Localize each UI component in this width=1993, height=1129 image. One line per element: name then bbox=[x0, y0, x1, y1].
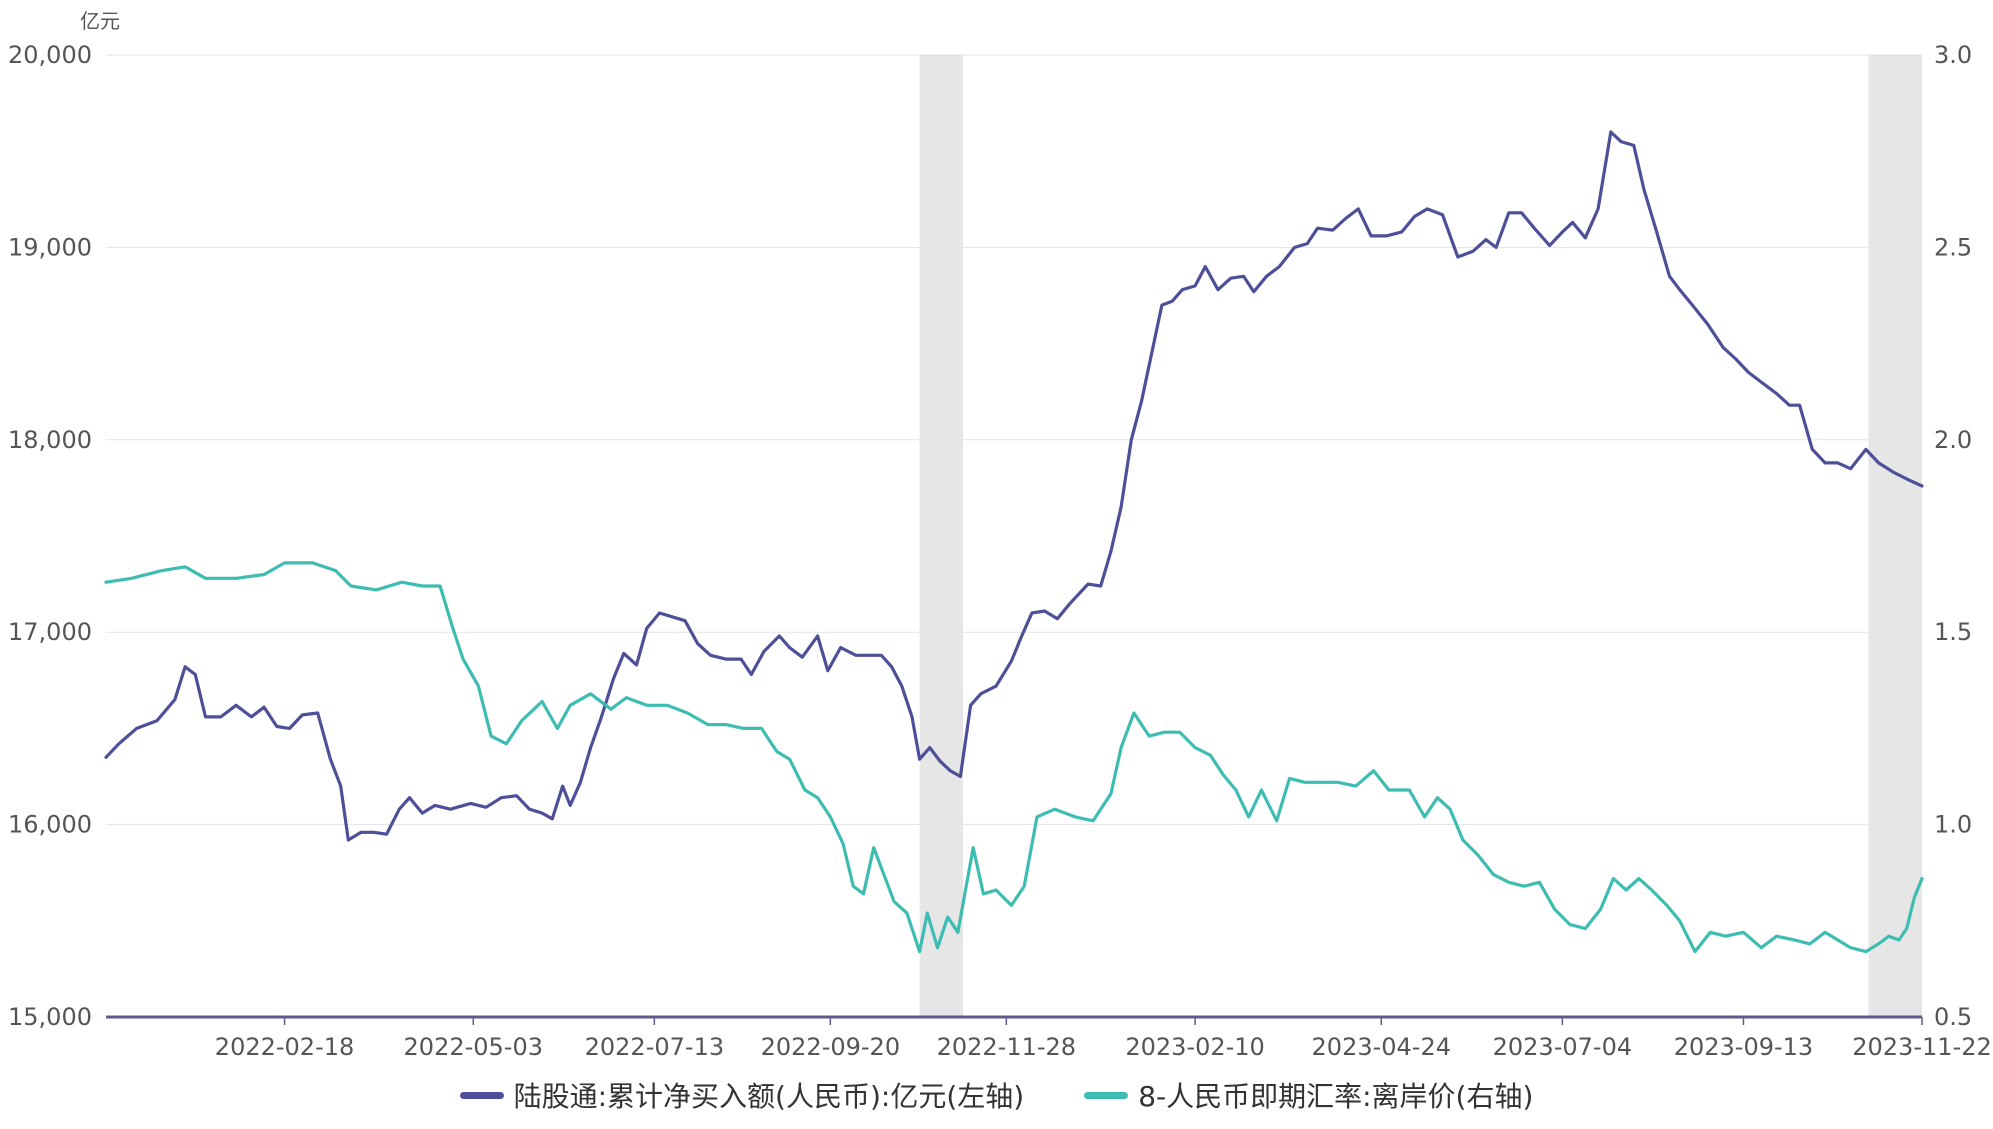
y-right-tick-label: 0.5 bbox=[1934, 1003, 1972, 1031]
x-tick-label: 2022-02-18 bbox=[215, 1033, 354, 1061]
y-right-tick-label: 3.0 bbox=[1934, 41, 1972, 69]
y-left-tick-label: 19,000 bbox=[8, 233, 92, 261]
series-line-2 bbox=[104, 561, 1924, 954]
x-tick-label: 2022-09-20 bbox=[761, 1033, 900, 1061]
shaded-period-1 bbox=[919, 55, 963, 1017]
shaded-period-2 bbox=[1868, 55, 1922, 1017]
legend-label-series-1: 陆股通:累计净买入额(人民币):亿元(左轴) bbox=[513, 1080, 1025, 1113]
x-tick-label: 2022-05-03 bbox=[404, 1033, 543, 1061]
y-left-tick-label: 20,000 bbox=[8, 41, 92, 69]
x-tick-label: 2023-11-22 bbox=[1852, 1033, 1991, 1061]
shaded-periods bbox=[919, 55, 1922, 1017]
x-tick-label: 2023-04-24 bbox=[1312, 1033, 1451, 1061]
x-tick-label: 2022-11-28 bbox=[937, 1033, 1076, 1061]
legend-swatch-series-1 bbox=[459, 1091, 504, 1099]
y-right-tick-label: 2.0 bbox=[1934, 426, 1972, 454]
series-lines bbox=[104, 130, 1924, 954]
x-tick-label: 2023-09-13 bbox=[1674, 1033, 1813, 1061]
y-right-tick-label: 2.5 bbox=[1934, 233, 1972, 261]
y-left-tick-label: 17,000 bbox=[8, 618, 92, 646]
legend-swatch-series-2 bbox=[1084, 1091, 1129, 1099]
legend-label-series-2: 8-人民币即期汇率:离岸价(右轴) bbox=[1138, 1080, 1534, 1113]
legend-item-series-2[interactable]: 8-人民币即期汇率:离岸价(右轴) bbox=[1084, 1075, 1533, 1115]
legend-item-series-1[interactable]: 陆股通:累计净买入额(人民币):亿元(左轴) bbox=[459, 1075, 1025, 1115]
left-axis-unit: 亿元 bbox=[80, 9, 120, 33]
series-line-1 bbox=[104, 130, 1924, 842]
legend: 陆股通:累计净买入额(人民币):亿元(左轴) 8-人民币即期汇率:离岸价(右轴) bbox=[0, 1075, 1993, 1115]
y-right-tick-label: 1.0 bbox=[1934, 811, 1972, 839]
x-tick-label: 2023-07-04 bbox=[1493, 1033, 1632, 1061]
axes: 15,000 0.5 16,000 1.0 17,000 1.5 18,000 2.0 19,0… bbox=[8, 41, 1992, 1061]
x-tick-label: 2022-07-13 bbox=[585, 1033, 724, 1061]
x-tick-label: 2023-02-10 bbox=[1125, 1033, 1264, 1061]
y-right-tick-label: 1.5 bbox=[1934, 618, 1972, 646]
y-left-tick-label: 15,000 bbox=[8, 1003, 92, 1031]
y-left-tick-label: 16,000 bbox=[8, 811, 92, 839]
y-left-tick-label: 18,000 bbox=[8, 426, 92, 454]
horizontal-gridlines bbox=[106, 54, 1922, 826]
